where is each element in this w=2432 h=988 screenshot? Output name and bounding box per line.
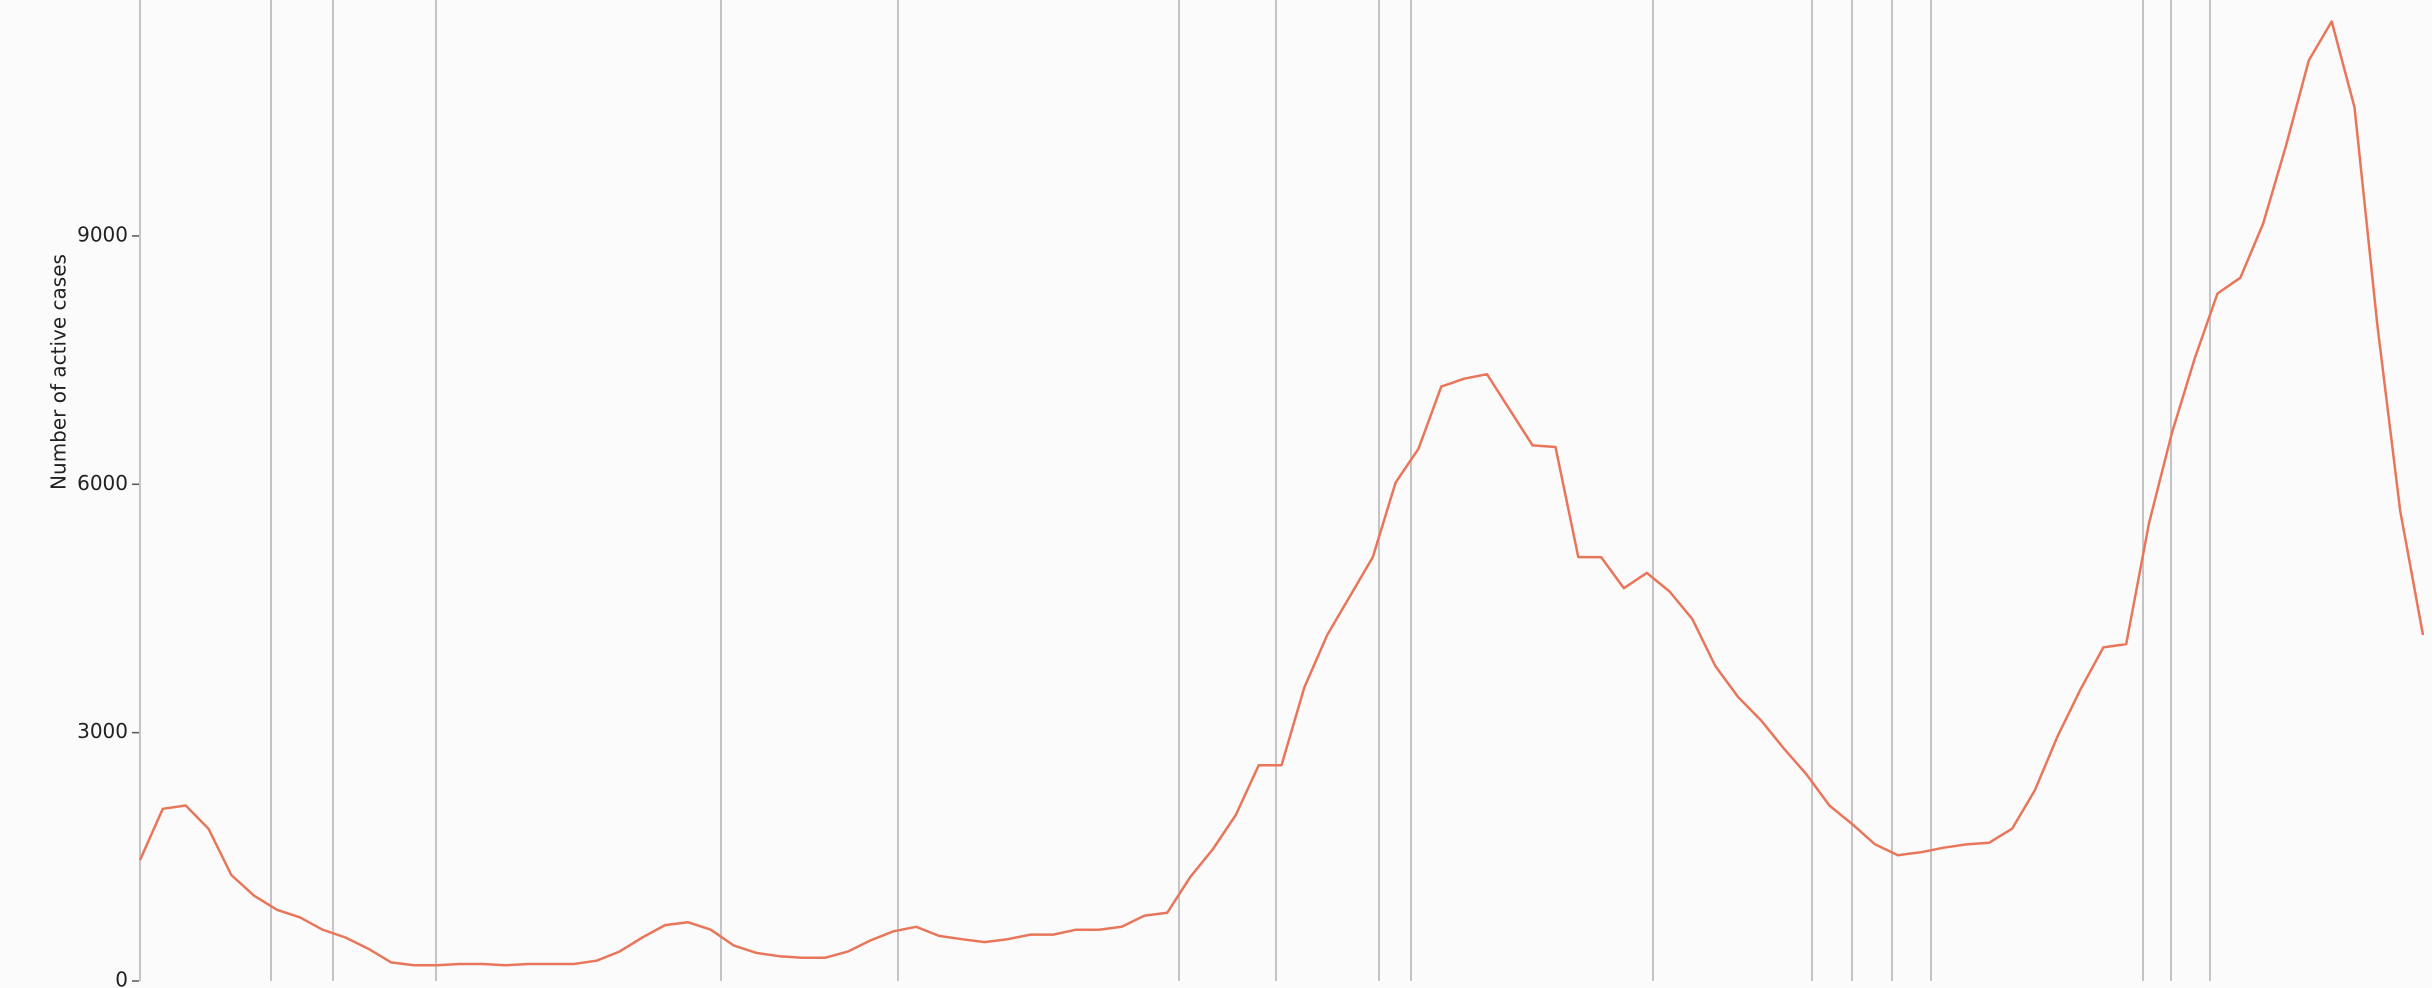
y-tick-label: 3000 bbox=[77, 719, 128, 743]
y-tick-label: 6000 bbox=[77, 471, 128, 495]
y-tick-label: 0 bbox=[115, 968, 128, 988]
y-tick-label: 9000 bbox=[77, 222, 128, 246]
data-line bbox=[138, 20, 2425, 967]
y-axis-label: Number of active cases bbox=[47, 254, 71, 490]
event-lines bbox=[139, 0, 2211, 981]
